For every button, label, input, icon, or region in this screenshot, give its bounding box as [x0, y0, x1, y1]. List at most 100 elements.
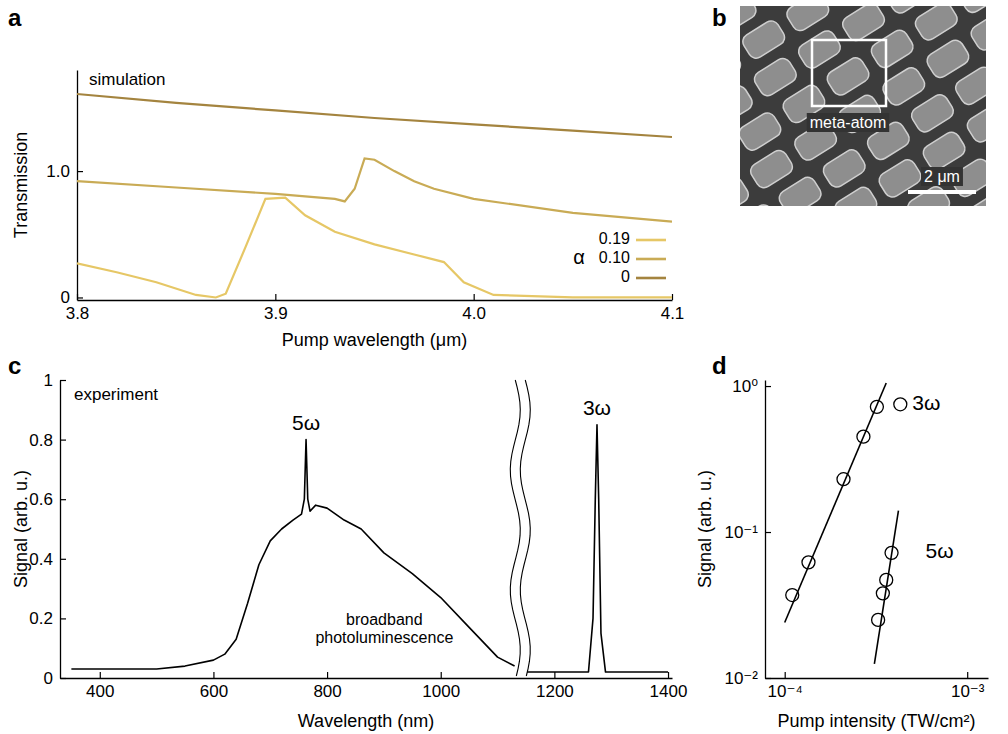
tick-label: 10⁻⁴	[768, 682, 803, 701]
tick-label: 0.6	[29, 490, 53, 509]
meta-atom-box	[812, 40, 886, 106]
tick-mark	[668, 672, 669, 678]
tick-mark	[77, 297, 83, 298]
legend-label: 0.19	[599, 230, 630, 247]
axis-break	[510, 380, 530, 676]
pillar	[905, 184, 953, 206]
panel-label: c	[8, 352, 21, 379]
data-point	[786, 589, 799, 602]
label-patch	[807, 113, 889, 132]
series-label: 3ω	[912, 391, 940, 414]
tick: 3.9	[264, 294, 288, 323]
axis-break-line	[520, 380, 530, 676]
pillar	[740, 18, 788, 61]
pillar	[957, 6, 986, 15]
sem-image	[740, 6, 986, 206]
panel-label: b	[712, 4, 727, 31]
y-axis-title: Signal (arb. u.)	[11, 470, 31, 588]
tick-mark	[275, 294, 276, 300]
tick-label: 4.1	[661, 304, 685, 323]
scale-bar-label: 2 μm	[924, 168, 960, 185]
tick-mark	[765, 678, 771, 679]
data-point	[802, 556, 815, 569]
legend-swatch	[636, 277, 666, 280]
tick-label: 800	[313, 682, 341, 701]
x-axis-title: Pump intensity (TW/cm²)	[777, 711, 975, 731]
pillar	[751, 55, 799, 98]
x-axis: 400 600 800 1000 1200 1400	[61, 672, 688, 701]
tick-mark	[60, 618, 66, 619]
tick: 1200	[536, 672, 574, 701]
tick-label: 0	[61, 288, 70, 307]
spectrum-line	[71, 425, 668, 672]
tick-label: 600	[200, 682, 228, 701]
tick-mark	[765, 532, 771, 533]
data-point	[885, 546, 898, 559]
legend: 0.190.100α	[573, 230, 666, 285]
tick: 10⁻²	[724, 669, 771, 688]
tick-label: 1.0	[46, 162, 70, 181]
pillar	[868, 27, 916, 70]
pillar	[740, 202, 780, 206]
tick: 600	[200, 672, 228, 701]
tick: 400	[86, 672, 114, 701]
tick: 1000	[422, 672, 460, 701]
tick-label: 400	[86, 682, 114, 701]
y-axis-line	[77, 71, 78, 301]
series-line	[77, 94, 672, 137]
pillar	[824, 55, 872, 98]
y-axis-line	[60, 381, 61, 679]
tick-label: 1400	[650, 682, 688, 701]
tick-label: 0.4	[29, 550, 53, 569]
pillar	[748, 147, 796, 190]
data-point	[894, 398, 907, 411]
pillar	[912, 6, 960, 43]
legend-swatch	[636, 239, 666, 242]
label-patch	[921, 167, 963, 186]
tick-label: 1000	[422, 682, 460, 701]
scale-bar	[908, 190, 976, 194]
data-point	[880, 573, 893, 586]
series-line	[77, 158, 672, 221]
pillar	[964, 102, 986, 145]
tick-label: 3.9	[264, 304, 288, 323]
y-axis: 10⁻²10⁻¹10⁰	[724, 377, 771, 688]
legend-label: 0	[621, 268, 630, 285]
y-axis-title: Signal (arb. u.)	[695, 470, 715, 588]
tick-mark	[60, 559, 66, 560]
tick-mark	[474, 294, 475, 300]
tick-mark	[967, 672, 968, 678]
x-axis-line	[766, 678, 989, 679]
tick: 0.8	[29, 431, 66, 450]
pillar	[961, 194, 986, 206]
pillar	[909, 92, 957, 135]
tick-label: 0	[44, 669, 53, 688]
x-axis: 10⁻⁴ 10⁻³	[766, 672, 989, 701]
tick-label: 1	[44, 371, 53, 390]
tick-label: 0.2	[29, 609, 53, 628]
tick: 10⁻¹	[724, 523, 771, 542]
pillar	[920, 129, 968, 172]
tick: 0.2	[29, 609, 66, 628]
legend-label: 0.10	[599, 249, 630, 266]
data-point	[870, 400, 883, 413]
x-axis-line	[78, 300, 673, 301]
pillar	[740, 175, 751, 206]
y-axis-title: Transmission	[11, 132, 31, 238]
tick-label: 10⁻²	[724, 669, 758, 688]
plot-area	[785, 383, 907, 664]
tick-mark	[785, 672, 786, 678]
x-axis-title: Wavelength (nm)	[298, 711, 434, 731]
tick: 1.0	[46, 162, 83, 181]
data-point	[857, 430, 870, 443]
axis-break-line	[510, 380, 520, 676]
peak-label: 3ω	[583, 396, 611, 419]
data-point	[872, 613, 885, 626]
tick-label: 4.0	[462, 304, 486, 323]
pillar	[776, 174, 824, 206]
tick-label: 0.8	[29, 431, 53, 450]
pillar	[924, 37, 972, 80]
tick: 10⁻³	[951, 672, 985, 701]
y-axis: 01.0	[46, 71, 83, 308]
tick-mark	[554, 672, 555, 678]
